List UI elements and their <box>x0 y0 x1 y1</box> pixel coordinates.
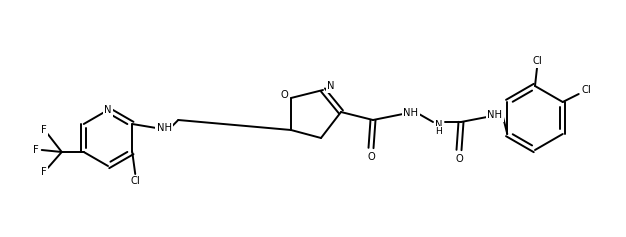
Text: N: N <box>105 105 112 115</box>
Text: Cl: Cl <box>532 56 542 66</box>
Text: H: H <box>436 128 443 137</box>
Text: NH: NH <box>404 108 419 118</box>
Text: O: O <box>367 152 375 162</box>
Text: NH: NH <box>156 123 172 133</box>
Text: N: N <box>435 120 443 130</box>
Text: F: F <box>41 167 46 177</box>
Text: NH: NH <box>488 110 503 120</box>
Text: N: N <box>327 81 335 91</box>
Text: Cl: Cl <box>130 176 140 186</box>
Text: O: O <box>455 154 463 164</box>
Text: Cl: Cl <box>582 85 592 95</box>
Text: F: F <box>33 145 39 155</box>
Text: F: F <box>41 125 46 135</box>
Text: O: O <box>280 90 288 100</box>
